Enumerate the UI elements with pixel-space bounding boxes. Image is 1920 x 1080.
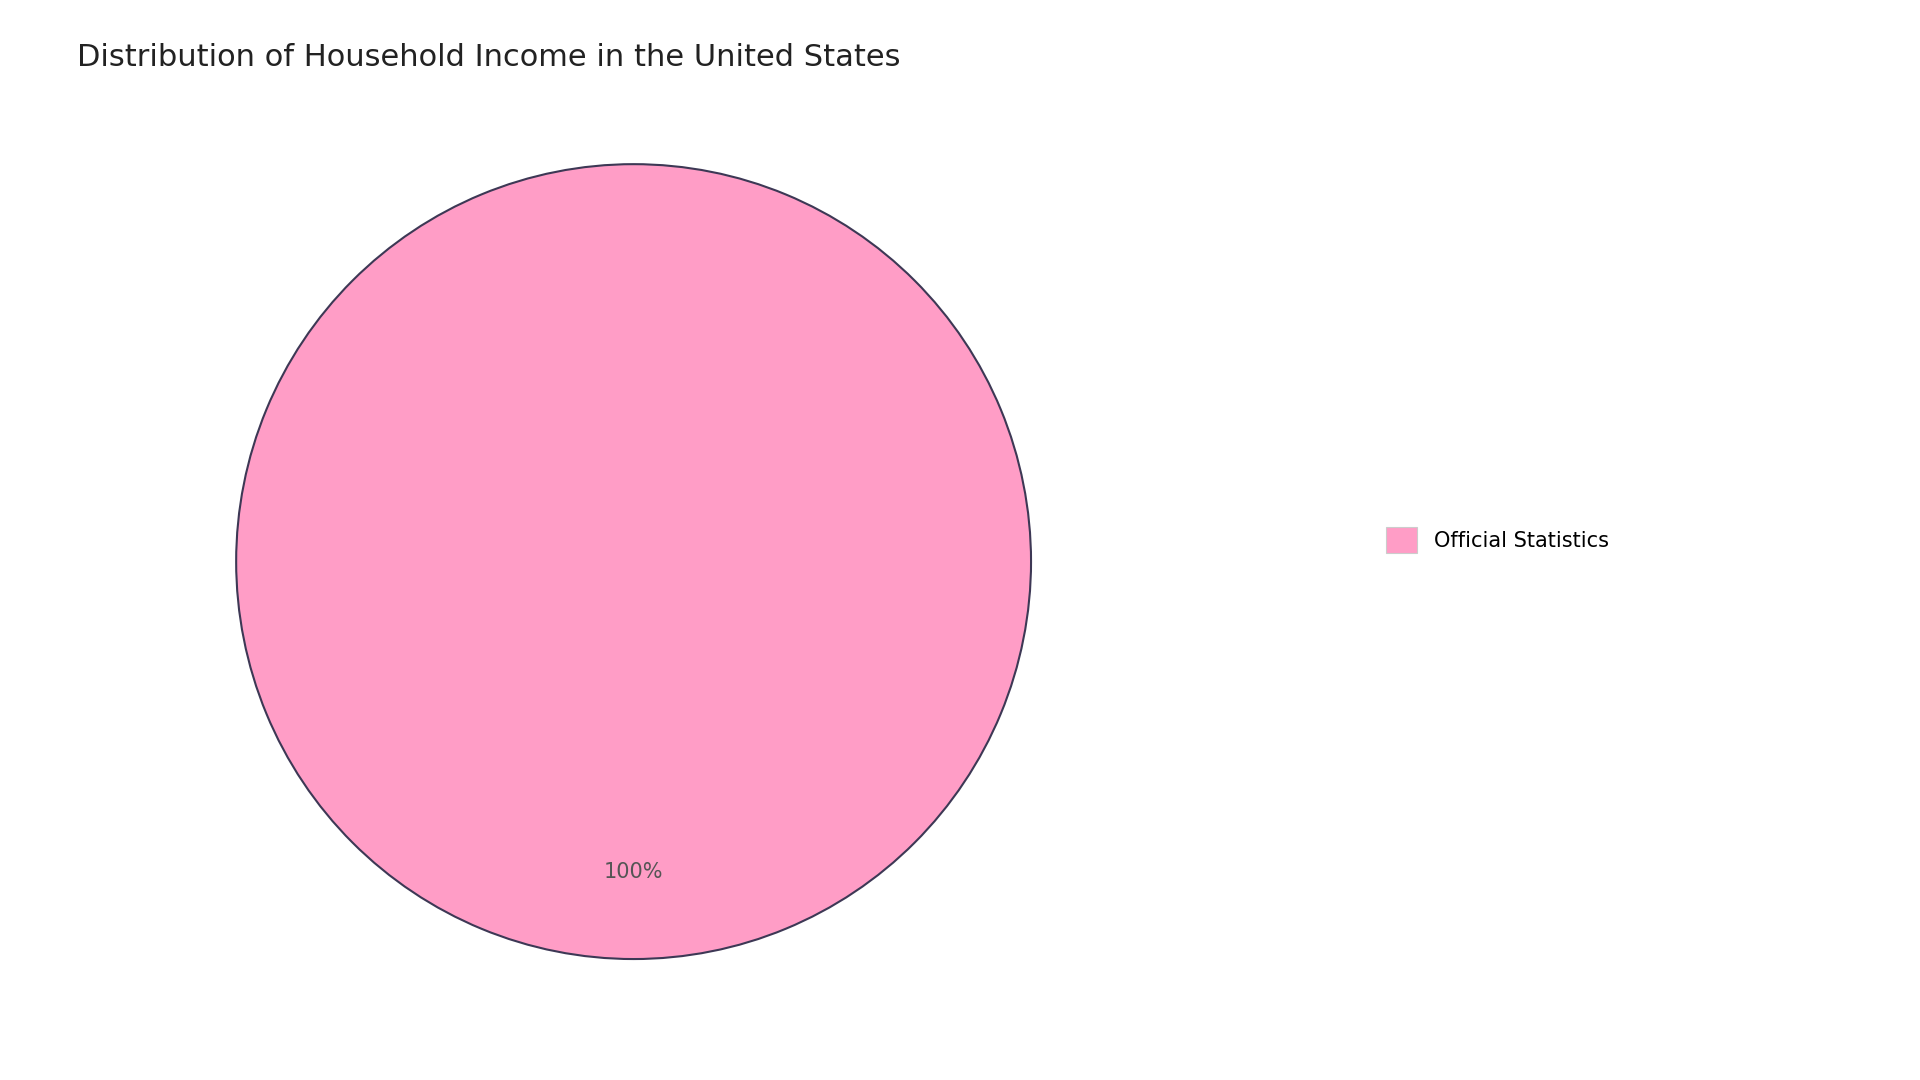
Text: 100%: 100%: [605, 862, 662, 881]
Text: Distribution of Household Income in the United States: Distribution of Household Income in the …: [77, 43, 900, 72]
Legend: Official Statistics: Official Statistics: [1379, 519, 1617, 561]
Wedge shape: [236, 164, 1031, 959]
